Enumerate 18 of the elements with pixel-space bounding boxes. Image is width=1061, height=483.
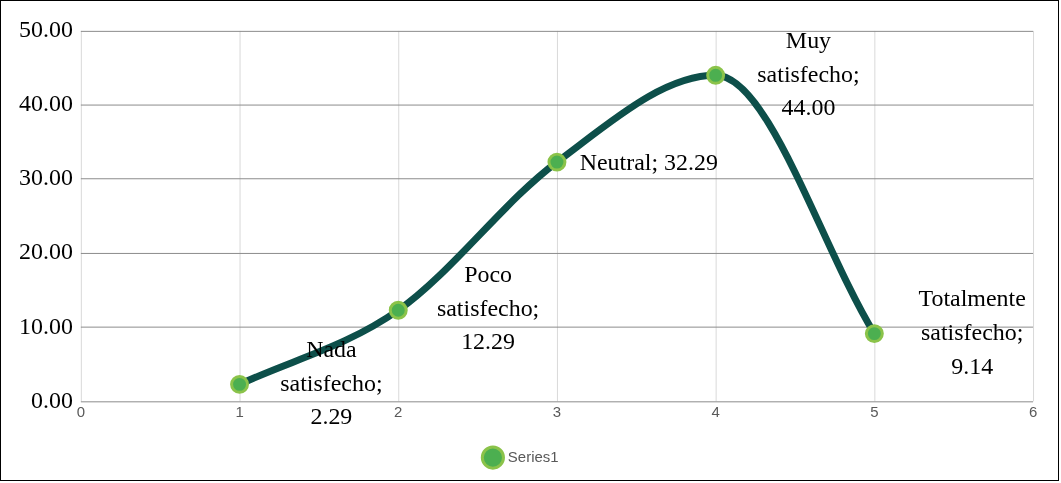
data-label: Muy satisfecho; 44.00 [757,26,860,121]
data-label: Totalmente satisfecho; 9.14 [918,285,1026,379]
y-tick-label: 10.00 [19,312,73,339]
data-label: Poco satisfecho; 12.29 [436,260,540,355]
data-label: Neutral; 32.29 [579,149,718,176]
legend-label: Series1 [507,447,559,465]
x-tick-label: 2 [394,403,403,421]
x-tick-label: 5 [870,403,879,421]
x-tick-label: 4 [711,403,720,421]
x-tick-label: 0 [76,403,86,421]
x-tick-label: 1 [235,403,244,421]
y-tick-label: 20.00 [19,238,73,265]
x-tick-label: 6 [1028,403,1038,421]
y-tick-label: 40.00 [19,90,73,117]
y-tick-label: 0.00 [30,386,73,413]
x-tick-label: 3 [552,403,562,421]
y-tick-label: 50.00 [19,16,73,43]
y-tick-label: 30.00 [19,164,73,191]
